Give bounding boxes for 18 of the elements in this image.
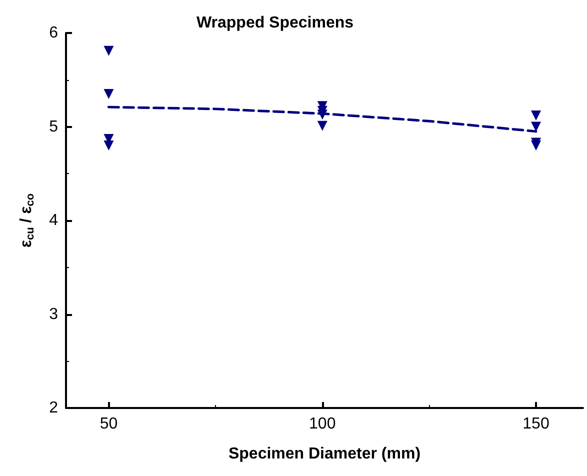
point xyxy=(317,120,328,131)
point xyxy=(104,46,114,56)
y-tick-label: 2 xyxy=(49,400,58,416)
chart-title: Wrapped Specimens xyxy=(196,14,354,32)
y-tick-label: 3 xyxy=(49,306,58,323)
x-tick-label: 50 xyxy=(100,416,118,432)
y-axis-title: εcu / εco xyxy=(18,193,36,248)
point xyxy=(531,122,541,132)
y-tick-label: 5 xyxy=(49,118,58,136)
y-tick-label: 4 xyxy=(49,212,58,229)
point xyxy=(531,110,541,120)
y-tick-label: 6 xyxy=(49,24,58,42)
x-tick-label: 100 xyxy=(309,416,336,432)
x-axis-title: Specimen Diameter (mm) xyxy=(228,446,421,462)
point xyxy=(531,140,541,150)
x-tick-label: 150 xyxy=(522,416,550,432)
point xyxy=(104,140,114,150)
point xyxy=(104,88,114,99)
